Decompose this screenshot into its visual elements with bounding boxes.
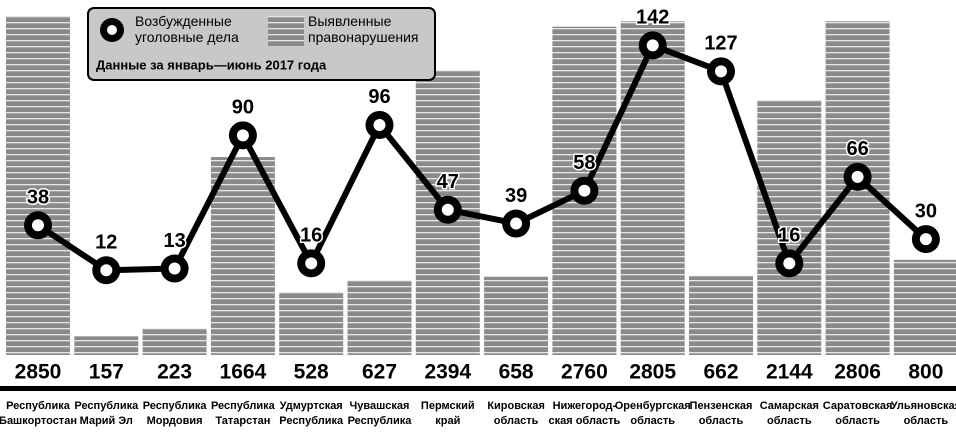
labels: 2850 157 223 1664 528 627 2394 658 2760 2805 662 21…: [0, 361, 956, 427]
bar: [279, 292, 344, 355]
point-inner: [305, 257, 318, 270]
subtitle: Данные за январь—июнь 2017 года: [96, 57, 327, 72]
point-value-label: 66: [846, 138, 868, 160]
point-value-label: 39: [505, 185, 527, 207]
x-tick-label: Пензенская область: [690, 400, 753, 427]
bar-value-label: 1664: [220, 361, 267, 384]
bar-value-label: 658: [499, 361, 534, 384]
legend-label: Выявленные правонарушения: [308, 13, 419, 45]
bar-value-label: 627: [362, 361, 397, 384]
x-tick-label: Чувашская Республика: [348, 400, 413, 427]
bar-value-label: 528: [294, 361, 329, 384]
x-tick-label: Кировская область: [487, 400, 545, 427]
x-tick-label: Нижегород-ская область: [548, 400, 620, 427]
x-tick-label: Самарская область: [760, 400, 819, 427]
axis-band: [0, 386, 956, 391]
legend-box: [87, 7, 436, 81]
point-value-label: 96: [368, 86, 390, 108]
bar: [210, 157, 275, 355]
point-value-label: 16: [778, 225, 800, 247]
point-inner: [441, 203, 454, 216]
point-inner: [236, 129, 249, 142]
bar-value-label: 2850: [15, 361, 62, 384]
x-tick-label: Республика Татарстан: [211, 400, 276, 427]
point-inner: [510, 217, 523, 230]
x-tick-label: Пермский край: [421, 400, 475, 427]
bar: [689, 276, 753, 355]
x-tick-label: Республика Мордовия: [143, 400, 208, 427]
x-tick-label: Саратовская область: [823, 400, 893, 427]
point-value-label: 90: [232, 97, 254, 119]
bars: [6, 16, 956, 356]
bar-value-label: 223: [157, 361, 192, 384]
point-value-label: 47: [437, 171, 459, 193]
point-inner: [578, 184, 591, 197]
bar-value-label: 157: [89, 361, 124, 384]
legend-line-icon-inner: [107, 25, 117, 35]
bar-value-label: 2394: [424, 361, 471, 384]
bar: [620, 21, 685, 355]
point-inner: [851, 170, 864, 183]
point-value-label: 30: [915, 200, 937, 222]
legend-bar-icon: [268, 16, 304, 46]
bar: [484, 276, 549, 355]
point-value-label: 142: [636, 7, 669, 29]
bar-value-label: 800: [908, 361, 943, 384]
x-tick-label: Удмуртская Республика: [279, 400, 344, 427]
point-inner: [783, 257, 796, 270]
bar-value-label: 2805: [629, 361, 676, 384]
point-value-label: 16: [300, 225, 322, 247]
point-value-label: 127: [704, 33, 737, 55]
point-inner: [646, 39, 659, 52]
x-tick-label: Республика Марий Эл: [74, 400, 139, 427]
point-inner: [919, 233, 932, 246]
bar: [142, 328, 207, 355]
value-band: [0, 355, 956, 391]
bar: [757, 99, 822, 356]
bar: [74, 336, 139, 355]
x-tick-label: Ульяновская область: [891, 400, 956, 427]
point-inner: [100, 264, 113, 277]
point-inner: [715, 65, 727, 78]
bar: [347, 280, 412, 355]
bar-value-label: 2806: [834, 361, 881, 384]
point-inner: [168, 262, 181, 275]
point-inner: [373, 118, 386, 131]
bar: [893, 259, 956, 355]
line-layer: 38 12 13 90 16 96 47 39 58 142 127 16 66 30: [24, 5, 940, 285]
bar-value-label: 2760: [561, 361, 608, 384]
bar-value-label: 662: [703, 361, 738, 384]
x-tick-label: Республика Башкортостан: [0, 400, 77, 427]
legend-label: Возбужденные уголовные дела: [135, 13, 239, 45]
x-tick-label: Оренбургская область: [615, 400, 691, 427]
bar-value-label: 2144: [766, 361, 813, 384]
point-value-label: 38: [27, 187, 49, 209]
point-inner: [32, 219, 44, 232]
legend: Возбужденные уголовные дела Выявленные пра…: [87, 7, 436, 81]
point-value-label: 58: [573, 152, 595, 174]
bar: [6, 16, 70, 355]
line: [36, 42, 928, 274]
point-value-label: 12: [95, 232, 117, 254]
point-value-label: 13: [163, 230, 185, 252]
